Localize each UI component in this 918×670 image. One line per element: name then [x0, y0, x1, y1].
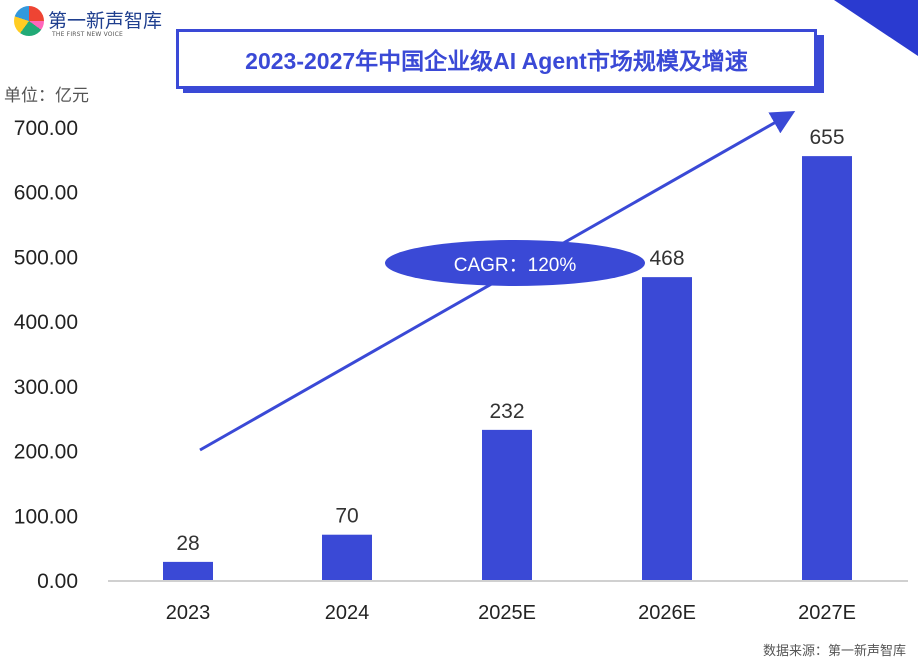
data-label: 468 — [649, 247, 684, 270]
y-tick-label: 400.00 — [14, 311, 78, 334]
bar — [482, 429, 532, 580]
title-box: 2023-2027年中国企业级AI Agent市场规模及增速 — [176, 29, 817, 89]
cagr-ellipse — [385, 240, 645, 286]
source-note: 数据来源：第一新声智库 — [762, 644, 906, 659]
x-tick-label: 2026E — [638, 602, 696, 624]
x-tick-label: 2023 — [166, 602, 211, 624]
x-tick-label: 2027E — [798, 602, 856, 624]
bar — [163, 561, 213, 580]
logo-icon — [14, 6, 44, 36]
data-label: 232 — [489, 400, 524, 423]
corner-decoration — [834, 0, 918, 56]
chart-title: 2023-2027年中国企业级AI Agent市场规模及增速 — [245, 48, 748, 74]
logo-name: 第一新声智库 — [48, 10, 163, 32]
logo-tagline: THE FIRST NEW VOICE — [52, 31, 124, 38]
y-tick-label: 500.00 — [14, 246, 78, 269]
bar — [802, 156, 852, 580]
bar — [322, 534, 372, 580]
unit-label: 单位：亿元 — [4, 86, 89, 106]
x-tick-label: 2024 — [325, 602, 370, 624]
logo: 第一新声智库 — [14, 6, 162, 36]
y-tick-label: 0.00 — [37, 570, 78, 593]
y-tick-label: 600.00 — [14, 182, 78, 205]
y-tick-label: 200.00 — [14, 441, 78, 464]
data-label: 70 — [335, 505, 358, 528]
y-tick-label: 700.00 — [14, 117, 78, 140]
x-tick-label: 2025E — [478, 602, 536, 624]
y-tick-label: 100.00 — [14, 505, 78, 528]
y-tick-label: 300.00 — [14, 376, 78, 399]
bar — [642, 277, 692, 580]
cagr-annotation: CAGR：120% — [454, 255, 577, 276]
data-label: 655 — [809, 126, 844, 149]
data-label: 28 — [176, 532, 199, 555]
